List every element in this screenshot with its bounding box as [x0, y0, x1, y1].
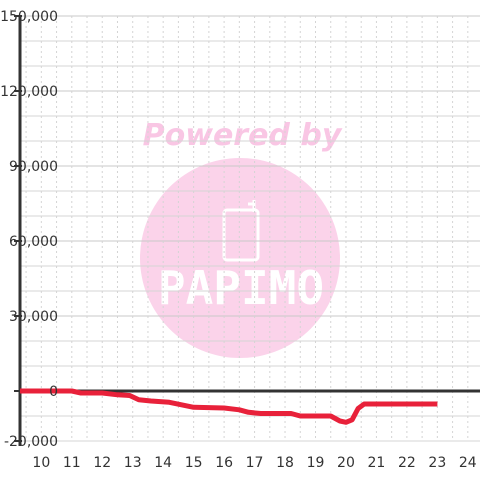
watermark: Powered by PAPIMO [140, 118, 343, 358]
x-tick-label: 13 [124, 455, 142, 471]
y-tick-label: 120,000 [0, 84, 58, 100]
x-tick-label: 14 [154, 455, 172, 471]
x-tick-label: 11 [63, 455, 81, 471]
x-tick-label: 10 [32, 455, 50, 471]
y-tick-label: 60,000 [9, 234, 58, 250]
phone-icon [222, 200, 260, 262]
x-tick-label: 17 [246, 455, 264, 471]
x-tick-label: 20 [337, 455, 355, 471]
grid [20, 15, 480, 442]
x-tick-label: 16 [215, 455, 233, 471]
x-tick-label: 22 [398, 455, 416, 471]
x-tick-label: 15 [185, 455, 203, 471]
x-tick-label: 12 [93, 455, 111, 471]
watermark-circle [140, 158, 340, 358]
y-tick-label: 0 [49, 384, 58, 400]
y-tick-label: 150,000 [0, 9, 58, 25]
x-tick-label: 18 [276, 455, 294, 471]
x-tick-label: 24 [459, 455, 477, 471]
watermark-brand: PAPIMO [158, 261, 324, 315]
y-tick-label: 30,000 [9, 309, 58, 325]
x-tick-label: 19 [307, 455, 325, 471]
y-tick-label: -20,000 [4, 434, 58, 450]
series-line-0 [20, 388, 438, 425]
watermark-text: Powered by [143, 118, 343, 153]
series-layer [20, 388, 438, 425]
tick-labels: -20,000 0 30,000 60,000 90,000 120,000 150,000… [0, 9, 477, 471]
x-tick-label: 23 [428, 455, 446, 471]
y-tick-label: 90,000 [9, 159, 58, 175]
x-tick-label: 21 [368, 455, 386, 471]
